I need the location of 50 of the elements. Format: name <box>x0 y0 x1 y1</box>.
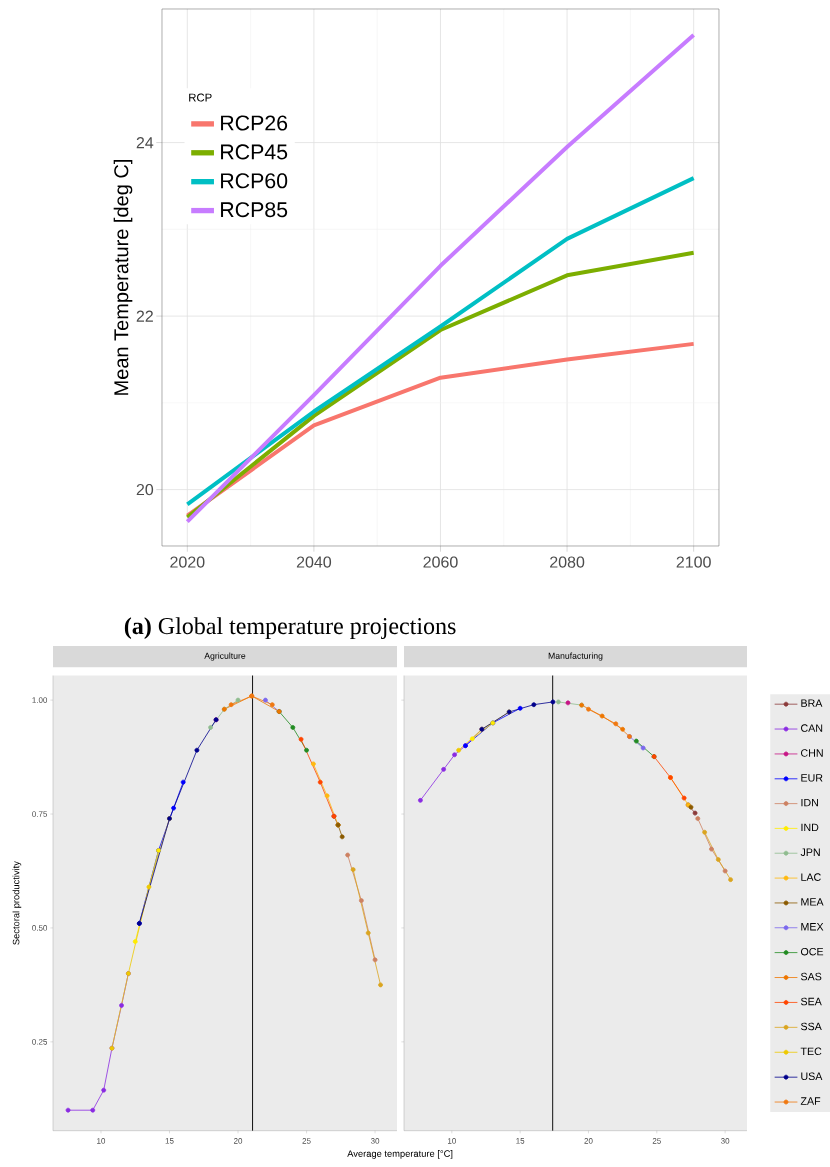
x-tick-label: 20 <box>584 1138 593 1144</box>
legend-label: MEA <box>801 898 824 906</box>
legend-title: RCP <box>189 93 212 102</box>
legend-label: TEC <box>800 1047 822 1056</box>
legend-label: USA <box>801 1072 823 1081</box>
x-tick-label: 30 <box>370 1138 380 1144</box>
y-tick-label: 1.00 <box>32 697 47 703</box>
legend-label: LAC <box>801 873 821 881</box>
y-axis-title: Sectoral productivity <box>12 861 22 945</box>
y-tick-label: 0.50 <box>32 925 47 931</box>
x-tick-label: 2060 <box>423 556 458 568</box>
x-axis-title: Average temperature [°C] <box>347 1150 453 1159</box>
y-axis-title: Mean Temperature [deg C] <box>113 160 133 395</box>
x-tick-label: 25 <box>652 1138 661 1144</box>
legend-label: JPN <box>800 848 820 856</box>
x-tick-label: 2040 <box>296 556 331 568</box>
legend-label: SSA <box>800 1022 822 1031</box>
legend-label: ZAF <box>800 1097 821 1105</box>
x-tick-label: 25 <box>302 1138 311 1144</box>
x-tick-label: 15 <box>516 1138 525 1144</box>
text: (a) Global temperature projections <box>124 617 456 640</box>
y-tick-label: 20 <box>136 483 153 496</box>
x-tick-label: 10 <box>447 1138 456 1144</box>
legend-label: BRA <box>801 699 823 707</box>
y-tick-label: 0.75 <box>32 811 47 817</box>
legend-label: RCP85 <box>220 202 288 218</box>
x-tick-label: 10 <box>97 1138 105 1144</box>
x-tick-label: 20 <box>233 1138 243 1144</box>
legend-label: MEX <box>801 923 824 931</box>
x-tick-label: 30 <box>720 1138 730 1144</box>
chart-title: Manufacturing <box>548 652 603 661</box>
x-tick-label: 2020 <box>170 556 205 568</box>
legend-label: OCE <box>800 947 823 956</box>
y-tick-label: 22 <box>136 310 153 322</box>
legend-label: IND <box>801 823 819 832</box>
legend-label: EUR <box>801 774 823 782</box>
y-tick-label: 0.25 <box>32 1039 47 1045</box>
legend-label: RCP60 <box>220 173 288 189</box>
legend-label: SAS <box>800 972 822 981</box>
legend-label: RCP26 <box>220 115 287 131</box>
x-tick-label: 2100 <box>676 556 711 568</box>
x-tick-label: 15 <box>165 1138 174 1144</box>
legend-label: SEA <box>800 997 822 1006</box>
y-tick-label: 24 <box>136 137 154 149</box>
legend-label: CHN <box>800 749 823 757</box>
x-tick-label: 2080 <box>549 556 585 568</box>
chart-title: Agriculture <box>204 652 246 661</box>
legend-label: IDN <box>801 798 818 807</box>
legend-label: RCP45 <box>220 144 288 160</box>
legend-label: CAN <box>800 724 823 732</box>
